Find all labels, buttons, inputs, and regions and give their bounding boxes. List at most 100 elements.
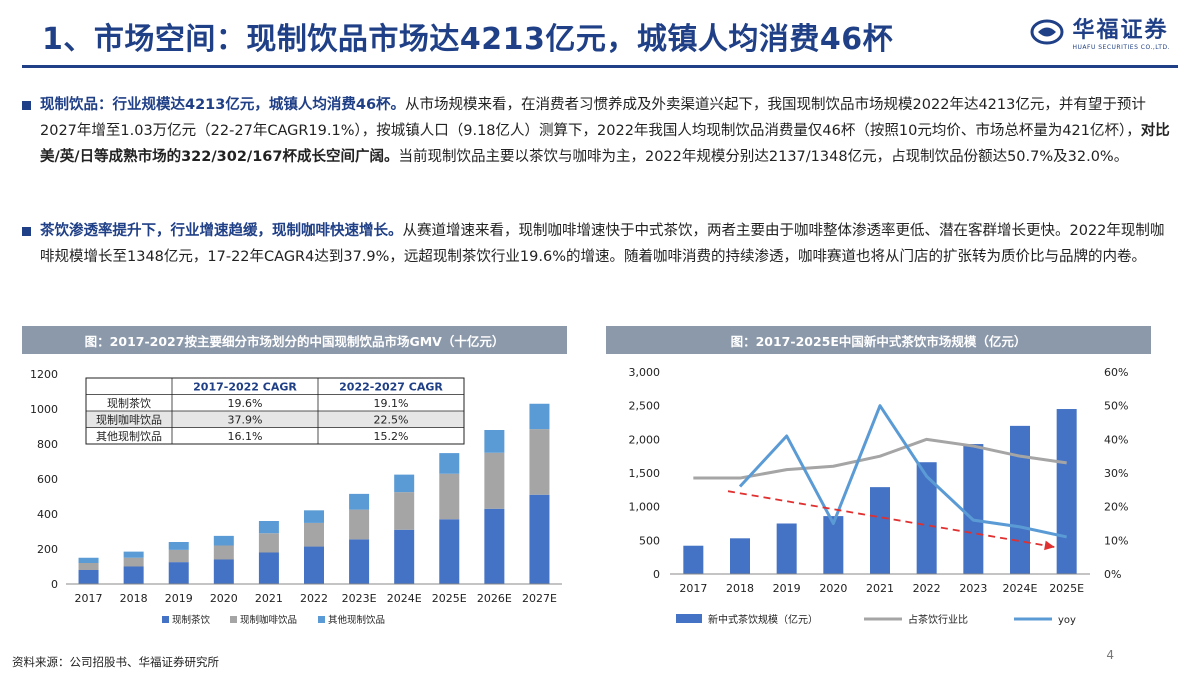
x-tick-label: 2022	[300, 592, 328, 605]
table-cell: 19.1%	[374, 397, 409, 410]
bar-segment	[304, 522, 324, 547]
x-tick-label: 2019	[773, 582, 801, 595]
bar-segment	[213, 559, 234, 584]
x-tick-label: 2022	[913, 582, 941, 595]
trend-arrow	[727, 490, 1055, 548]
x-tick-label: 2023	[959, 582, 987, 595]
bar-segment	[394, 529, 415, 584]
bar	[823, 516, 844, 574]
table-cell: 16.1%	[228, 430, 263, 443]
para2-heading: 茶饮渗透率提升下，行业增速趋缓，现制咖啡快速增长。	[40, 223, 403, 239]
legend-swatch	[162, 616, 169, 623]
bar	[730, 538, 750, 574]
y-right-tick-label: 20%	[1104, 501, 1128, 514]
bar-segment	[529, 429, 550, 495]
bar-segment	[168, 542, 189, 550]
y-left-tick-label: 0	[653, 568, 660, 581]
bar-segment	[304, 546, 324, 584]
table-header: 2022-2027 CAGR	[339, 381, 443, 394]
y-left-tick-label: 2,500	[629, 400, 661, 413]
chart-beverage-gmv: 0 200 400 600 800 1000 1200 2017 2018 2019 2020 202…	[30, 368, 562, 626]
y-right-tick-label: 60%	[1104, 366, 1128, 379]
y-right-tick-label: 40%	[1104, 433, 1128, 446]
bar-segment	[258, 533, 279, 553]
x-tick-label: 2019	[165, 592, 193, 605]
x-tick-label: 2023E	[342, 592, 377, 605]
page-number: 4	[1106, 648, 1114, 662]
x-tick-label: 2025E	[432, 592, 467, 605]
x-tick-label: 2020	[210, 592, 238, 605]
table-row-highlight	[86, 411, 464, 428]
x-tick-label: 2025E	[1049, 582, 1084, 595]
bar-segment	[213, 545, 234, 560]
bar-segment	[123, 551, 144, 558]
y-right-tick-label: 10%	[1104, 534, 1128, 547]
bar-segment	[78, 563, 99, 570]
y-right-tick-label: 0%	[1104, 568, 1121, 581]
paragraph-market-size: 现制饮品：行业规模达4213亿元，城镇人均消费46杯。从市场规模来看，在消费者习…	[22, 92, 1170, 170]
bar-segment	[258, 521, 279, 534]
table-cell: 15.2%	[374, 430, 409, 443]
header-divider	[22, 65, 1178, 68]
bar-segment	[439, 473, 460, 520]
legend-label: yoy	[1058, 615, 1076, 626]
y-left-tick-label: 500	[639, 534, 660, 547]
bar	[963, 444, 984, 574]
para2-body: 从赛道增速来看，现制咖啡增速快于中式茶饮，两者主要由于咖啡整体渗透率更低、潜在客…	[40, 223, 1165, 265]
bar-segment	[349, 539, 370, 584]
bar	[683, 545, 704, 574]
bar	[1056, 409, 1077, 574]
bar-segment	[123, 566, 144, 584]
x-tick-label: 2024E	[387, 592, 422, 605]
para1-body: 从市场规模来看，在消费者习惯养成及外卖渠道兴起下，我国现制饮品市场规模2022年…	[40, 97, 1146, 139]
x-tick-label: 2027E	[522, 592, 557, 605]
bar-segment	[394, 474, 415, 493]
logo-swirl-icon	[1030, 19, 1064, 44]
y-tick-label: 1000	[30, 403, 58, 416]
legend-label: 现制咖啡饮品	[240, 614, 297, 626]
bar-segment	[529, 403, 550, 430]
bar-segment	[349, 509, 370, 540]
legend-swatch	[230, 616, 237, 623]
table-header: 2017-2022 CAGR	[193, 381, 297, 394]
bar-segment	[439, 519, 460, 584]
bar	[916, 462, 937, 574]
table-cell: 37.9%	[228, 414, 263, 427]
bar-segment	[394, 492, 415, 530]
y-tick-label: 800	[37, 438, 58, 451]
y-left-tick-label: 3,000	[629, 366, 661, 379]
bar-segment	[304, 510, 324, 523]
x-tick-label: 2021	[255, 592, 283, 605]
series-line	[738, 404, 1067, 539]
bar-segment	[123, 557, 144, 567]
y-left-tick-label: 1,000	[629, 501, 661, 514]
x-tick-label: 2026E	[477, 592, 512, 605]
legend-label: 占茶饮行业比	[908, 613, 968, 626]
bar	[776, 523, 797, 574]
x-tick-label: 2017	[75, 592, 103, 605]
y-tick-label: 600	[37, 473, 58, 486]
x-tick-label: 2020	[819, 582, 847, 595]
bar-segment	[349, 493, 370, 510]
series-line	[693, 437, 1067, 480]
bar-segment	[484, 452, 505, 509]
bullet-square-icon	[22, 101, 31, 110]
legend-label: 新中式茶饮规模（亿元）	[708, 613, 818, 626]
page-title: 1、市场空间：现制饮品市场达4213亿元，城镇人均消费46杯	[42, 22, 894, 57]
bar-segment	[78, 557, 99, 563]
bar-segment	[78, 570, 99, 584]
cagr-table: 2017-2022 CAGR 2022-2027 CAGR 现制茶饮 19.6% 19.…	[85, 377, 465, 445]
bar	[1010, 425, 1030, 574]
bar-segment	[529, 494, 550, 584]
bar-segment	[168, 562, 189, 584]
legend-label: 其他现制饮品	[328, 614, 385, 626]
y-left-tick-label: 1,500	[629, 467, 661, 480]
table-cell: 现制咖啡饮品	[96, 413, 162, 427]
y-right-tick-label: 50%	[1104, 400, 1128, 413]
logo-name: 华福证券	[1072, 18, 1169, 43]
chart1-title: 图：2017-2027按主要细分市场划分的中国现制饮品市场GMV（十亿元）	[22, 326, 567, 354]
source-note: 资料来源：公司招股书、华福证券研究所	[12, 655, 219, 669]
bar-segment	[439, 453, 460, 474]
y-tick-label: 1200	[30, 368, 58, 381]
table-cell: 19.6%	[228, 397, 263, 410]
